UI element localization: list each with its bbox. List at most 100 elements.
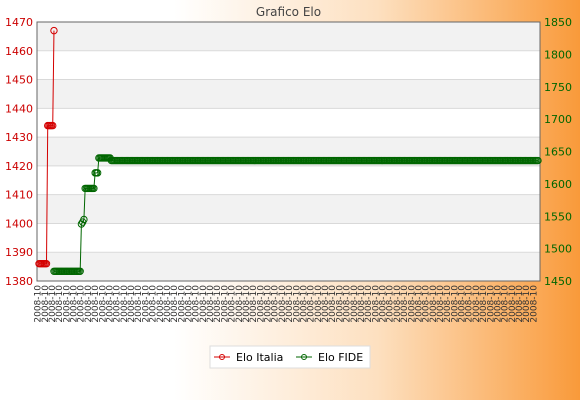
- legend-swatch-marker: [219, 354, 225, 360]
- x-tick-label: 2008-10: [77, 285, 87, 323]
- x-tick-label: 2008-10: [515, 285, 525, 323]
- x-tick-label: 2008-10: [98, 285, 108, 323]
- legend-box: [209, 345, 371, 369]
- x-tick-label: 2008-10: [386, 285, 396, 323]
- left-tick-label: 1430: [5, 131, 33, 144]
- x-tick-label: 2008-10: [264, 285, 274, 323]
- x-tick-label: 2008-10: [271, 285, 281, 323]
- data-point: [42, 260, 51, 268]
- x-tick-label: 2008-10: [134, 285, 144, 323]
- x-tick-label: 2008-10: [62, 285, 72, 323]
- x-tick-label: 2008-10: [235, 285, 245, 323]
- x-tick-label: 2008-10: [48, 285, 58, 323]
- x-tick-label: 2008-10: [199, 285, 209, 323]
- left-tick-label: 1380: [5, 275, 33, 288]
- plot-border: [36, 21, 541, 282]
- x-tick-label: 2008-10: [307, 285, 317, 323]
- left-axis-ticks: 1380 1390 1400 1410 1420 1430 1440 1450 1460 1470: [5, 16, 33, 288]
- x-tick-label: 2008-10: [249, 285, 259, 323]
- x-tick-label: 2008-10: [120, 285, 130, 323]
- x-tick-label: 2008-10: [228, 285, 238, 323]
- x-tick-label: 2008-10: [242, 285, 252, 323]
- x-tick-label: 2008-10: [443, 285, 453, 323]
- left-tick-label: 1410: [5, 189, 33, 202]
- grid-band: [37, 194, 540, 224]
- left-tick-label: 1450: [5, 74, 33, 87]
- x-tick-label: 2008-10: [70, 285, 80, 323]
- legend: Elo Italia Elo FIDE: [209, 345, 371, 369]
- grid-band: [37, 252, 540, 281]
- x-tick-label: 2008-10: [256, 285, 266, 323]
- x-tick-label: 2008-10: [141, 285, 151, 323]
- data-point: [90, 184, 98, 193]
- x-tick-label: 2008-10: [113, 285, 123, 323]
- x-tick-label: 2008-10: [458, 285, 468, 323]
- x-tick-label: 2008-10: [429, 285, 439, 323]
- series-elo-italia: [35, 26, 58, 268]
- x-tick-label: 2008-10: [529, 285, 539, 323]
- right-tick-label: 1600: [544, 178, 572, 191]
- left-tick-label: 1460: [5, 45, 33, 58]
- left-tick-label: 1470: [5, 16, 33, 29]
- left-tick-label: 1440: [5, 102, 33, 115]
- x-tick-label: 2008-10: [156, 285, 166, 323]
- x-tick-label: 2008-10: [206, 285, 216, 323]
- right-axis-ticks: 1450 1500 1550 1600 1650 1700 1750 1800 1850: [544, 16, 572, 288]
- x-tick-label: 2008-10: [127, 285, 137, 323]
- x-tick-label: 2008-10: [465, 285, 475, 323]
- x-tick-label: 2008-10: [407, 285, 417, 323]
- x-tick-label: 2008-10: [84, 285, 94, 323]
- right-tick-label: 1700: [544, 113, 572, 126]
- x-tick-label: 2008-10: [486, 285, 496, 323]
- series-group: [35, 26, 542, 275]
- x-tick-label: 2008-10: [314, 285, 324, 323]
- right-tick-label: 1800: [544, 48, 572, 61]
- x-tick-label: 2008-10: [371, 285, 381, 323]
- x-tick-label: 2008-10: [328, 285, 338, 323]
- x-axis-ticks: 2008-102008-102008-102008-102008-102008-…: [34, 285, 540, 323]
- data-point: [93, 169, 102, 177]
- legend-swatch-marker: [301, 354, 307, 360]
- x-tick-label: 2008-10: [522, 285, 532, 323]
- legend-item: Elo FIDE: [296, 351, 363, 364]
- left-tick-label: 1420: [5, 160, 33, 173]
- data-point: [49, 121, 57, 130]
- x-tick-label: 2008-10: [357, 285, 367, 323]
- right-tick-label: 1550: [544, 210, 572, 223]
- x-tick-label: 2008-10: [184, 285, 194, 323]
- x-tick-label: 2008-10: [278, 285, 288, 323]
- x-tick-label: 2008-10: [170, 285, 180, 323]
- legend-item: Elo Italia: [214, 351, 283, 364]
- x-tick-label: 2008-10: [105, 285, 115, 323]
- x-tick-label: 2008-10: [450, 285, 460, 323]
- x-tick-label: 2008-10: [213, 285, 223, 323]
- grid-band: [37, 22, 540, 51]
- x-tick-label: 2008-10: [34, 285, 44, 323]
- x-tick-label: 2008-10: [479, 285, 489, 323]
- data-point: [50, 26, 58, 35]
- x-tick-label: 2008-10: [379, 285, 389, 323]
- left-tick-label: 1390: [5, 246, 33, 259]
- right-tick-label: 1750: [544, 81, 572, 94]
- x-tick-label: 2008-10: [285, 285, 295, 323]
- x-tick-label: 2008-10: [220, 285, 230, 323]
- x-tick-label: 2008-10: [364, 285, 374, 323]
- x-tick-label: 2008-10: [177, 285, 187, 323]
- right-tick-label: 1450: [544, 275, 572, 288]
- legend-label: Elo Italia: [236, 351, 283, 364]
- x-tick-label: 2008-10: [393, 285, 403, 323]
- x-tick-label: 2008-10: [493, 285, 503, 323]
- grid-band: [37, 79, 540, 109]
- x-tick-label: 2008-10: [508, 285, 518, 323]
- right-tick-label: 1650: [544, 146, 572, 159]
- grid-bands: [37, 22, 540, 281]
- series-elo-fide: [50, 154, 542, 275]
- data-point: [534, 156, 542, 165]
- right-tick-label: 1850: [544, 16, 572, 29]
- data-point: [80, 215, 88, 224]
- x-tick-label: 2008-10: [91, 285, 101, 323]
- series-line: [39, 30, 55, 265]
- x-tick-label: 2008-10: [422, 285, 432, 323]
